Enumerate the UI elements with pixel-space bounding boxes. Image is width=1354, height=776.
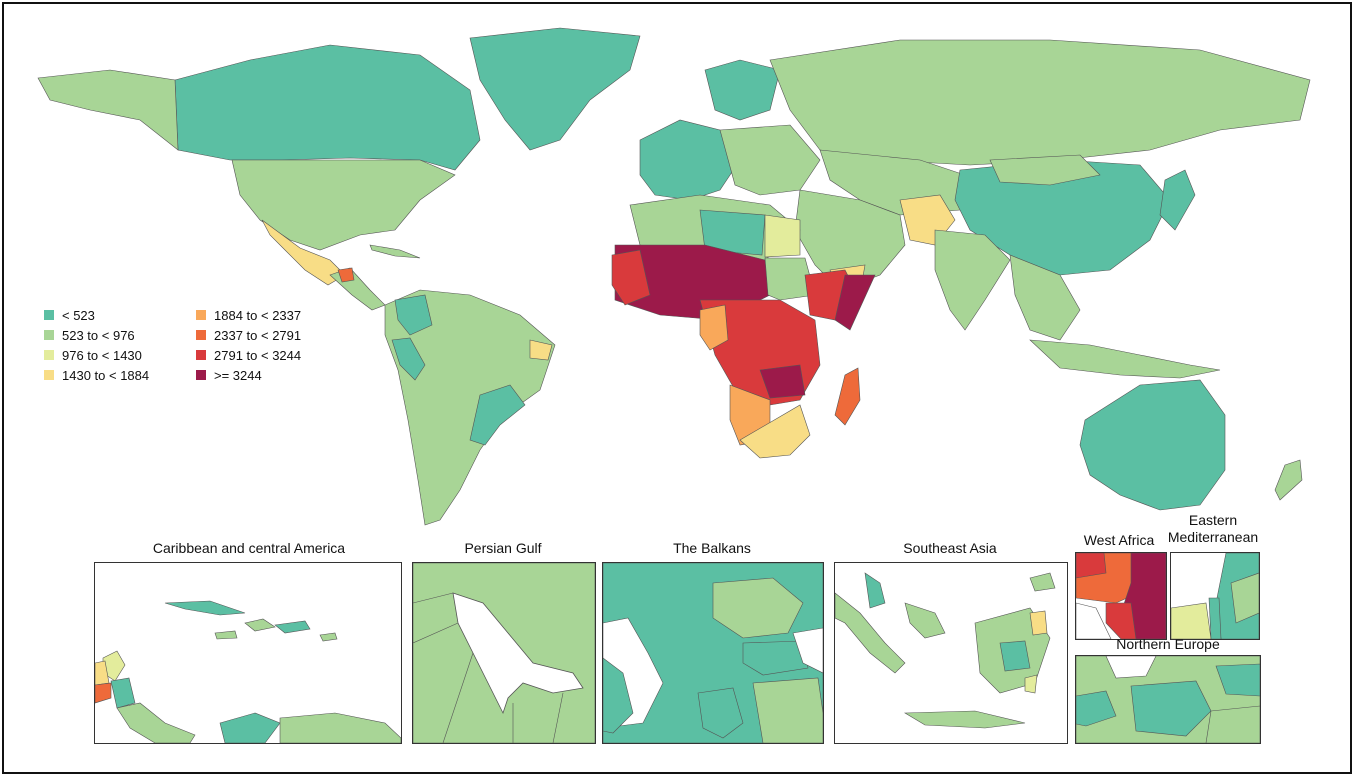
- region-usa: [231, 159, 456, 251]
- inset-title-west-africa: West Africa: [1083, 532, 1155, 548]
- legend-label: 2791 to < 3244: [214, 347, 302, 363]
- region-europe-west: [639, 119, 741, 201]
- region-sudan: [764, 257, 816, 301]
- inset-west-africa: [1075, 552, 1167, 640]
- inset-title-southeast-asia: Southeast Asia: [903, 540, 997, 556]
- region-middle-east: [794, 189, 906, 291]
- region-ne-brazil: [529, 339, 553, 361]
- legend-swatch: [44, 350, 54, 360]
- legend-swatch: [196, 350, 206, 360]
- region-central-america: [329, 267, 386, 311]
- inset-balkans: [602, 562, 824, 744]
- inset-title-caribbean: Caribbean and central America: [152, 540, 346, 556]
- region-india: [934, 229, 1011, 331]
- inset-title-persian-gulf: Persian Gulf: [464, 540, 542, 556]
- inset-northern-europe: [1075, 655, 1261, 744]
- legend-swatch: [44, 310, 54, 320]
- region-peru: [391, 337, 426, 381]
- region-mongolia: [989, 154, 1101, 186]
- legend-item: < 523: [44, 306, 196, 324]
- legend-label: 976 to < 1430: [62, 347, 142, 363]
- region-china: [954, 159, 1171, 276]
- inset-caribbean: [94, 562, 402, 744]
- inset-title-balkans: The Balkans: [673, 540, 751, 556]
- region-egypt: [764, 214, 801, 258]
- legend-label: 2337 to < 2791: [214, 327, 302, 343]
- inset-title-eastern-med-line2: Mediterranean: [1167, 529, 1259, 545]
- legend-label: 1430 to < 1884: [62, 367, 150, 383]
- region-japan: [1159, 169, 1196, 231]
- legend-item: >= 3244: [196, 366, 356, 384]
- legend-item: 2337 to < 2791: [196, 326, 356, 344]
- inset-persian-gulf: [412, 562, 596, 744]
- region-guatemala: [337, 267, 355, 283]
- region-russia: [769, 39, 1311, 166]
- region-zambia: [759, 364, 806, 399]
- legend-swatch: [44, 370, 54, 380]
- region-south-africa: [739, 404, 811, 459]
- legend-swatch: [196, 330, 206, 340]
- region-europe-east: [719, 124, 821, 196]
- legend-label: 523 to < 976: [62, 327, 135, 343]
- region-scandinavia: [704, 59, 781, 121]
- legend-item: 976 to < 1430: [44, 346, 196, 364]
- legend-swatch: [196, 310, 206, 320]
- region-cameroon: [699, 304, 729, 351]
- legend-label: < 523: [62, 307, 95, 323]
- inset-title-eastern-med-line1: Eastern: [1188, 512, 1238, 528]
- legend: < 523 1884 to < 2337 523 to < 976 2337 t…: [44, 306, 356, 384]
- inset-title-eastern-med: Eastern Mediterranean: [1166, 512, 1260, 546]
- region-somalia: [834, 274, 876, 331]
- region-madagascar: [834, 367, 861, 426]
- region-canada: [174, 44, 481, 171]
- inset-eastern-med: [1170, 552, 1260, 640]
- region-libya: [699, 209, 766, 256]
- region-alaska: [37, 69, 179, 151]
- region-colombia: [394, 294, 433, 336]
- region-indonesia: [1029, 339, 1221, 379]
- legend-item: 1884 to < 2337: [196, 306, 356, 324]
- region-australia: [1079, 379, 1226, 511]
- region-new-zealand: [1274, 459, 1303, 501]
- region-south-america: [384, 289, 556, 526]
- region-mexico: [261, 219, 346, 286]
- region-senegal: [611, 249, 651, 306]
- inset-title-northern-europe: Northern Europe: [1116, 636, 1220, 652]
- region-se-brazil: [469, 384, 526, 446]
- region-greenland: [469, 27, 641, 151]
- legend-label: 1884 to < 2337: [214, 307, 302, 323]
- region-cuba: [369, 244, 421, 259]
- region-se-asia: [1009, 254, 1081, 341]
- inset-southeast-asia: [834, 562, 1068, 744]
- legend-item: 1430 to < 1884: [44, 366, 196, 384]
- legend-swatch: [196, 370, 206, 380]
- legend-label: >= 3244: [214, 367, 262, 383]
- legend-item: 523 to < 976: [44, 326, 196, 344]
- legend-item: 2791 to < 3244: [196, 346, 356, 364]
- legend-swatch: [44, 330, 54, 340]
